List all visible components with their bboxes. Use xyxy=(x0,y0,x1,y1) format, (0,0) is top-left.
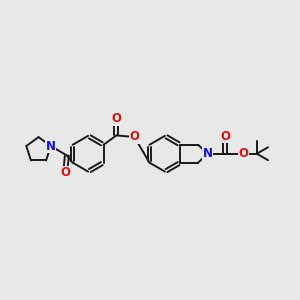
Text: O: O xyxy=(220,130,230,143)
Text: N: N xyxy=(202,147,213,160)
Text: N: N xyxy=(46,140,56,152)
Text: O: O xyxy=(111,112,122,125)
Text: O: O xyxy=(238,147,248,160)
Text: O: O xyxy=(129,130,139,143)
Text: O: O xyxy=(61,166,71,179)
